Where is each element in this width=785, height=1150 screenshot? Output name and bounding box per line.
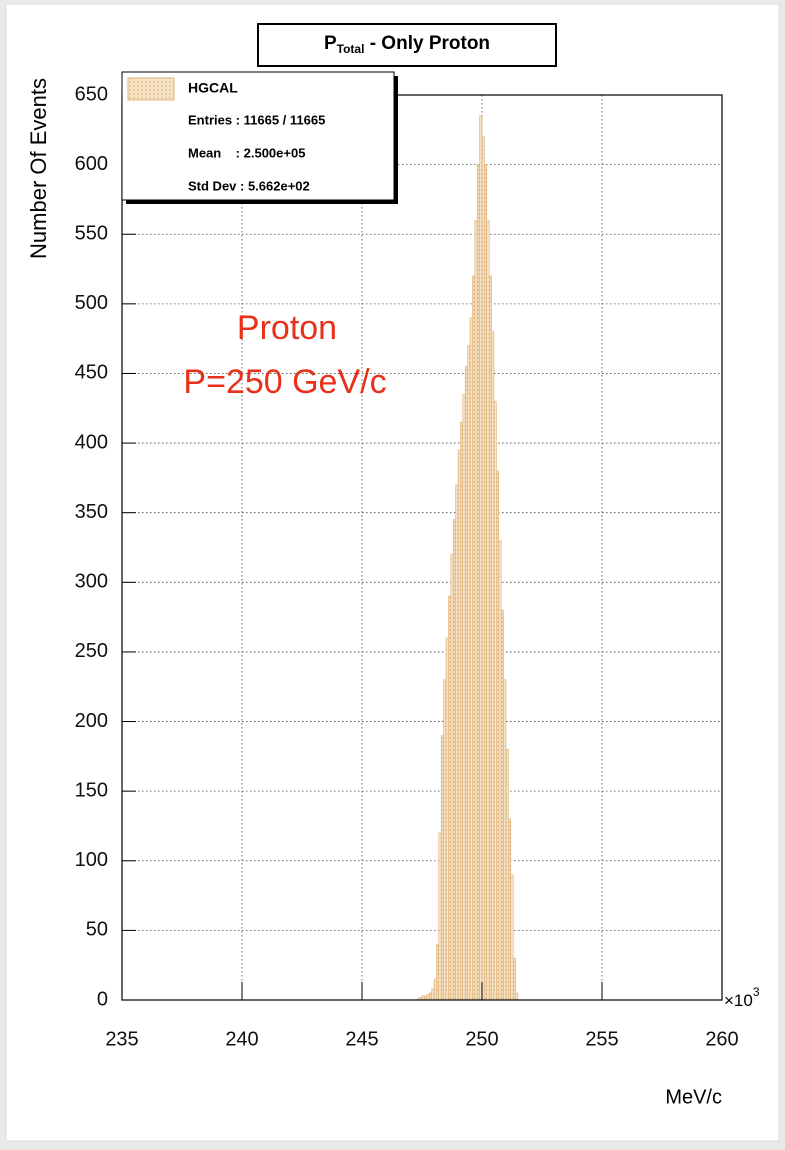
y-axis-label: Number Of Events [26,78,51,259]
axes: 0 50 100 150 200 250 300 350 400 450 500 550 600 650 2… [75,83,739,1050]
x-scale: ×103 [724,985,760,1010]
legend-stat: Std Dev : 5.662e+02 [188,178,310,193]
x-tick-label: 240 [225,1028,258,1050]
bar [491,331,495,1001]
title-rest: - Only Proton [364,33,490,54]
bar [481,136,485,1001]
bar [440,735,444,1001]
x-scale-exponent: 3 [753,985,760,999]
bar [448,595,452,1001]
y-tick-label: 100 [75,849,108,871]
bar [424,995,428,1001]
bar [428,992,432,1001]
chart-title: PTotal - Only Proton [324,33,490,56]
x-tick-label: 235 [105,1028,138,1050]
y-tick-label: 350 [75,501,108,523]
bar [472,275,476,1001]
bar [505,749,509,1001]
bar [469,317,473,1001]
bar [474,220,478,1001]
y-tick-label: 0 [97,988,108,1010]
bar [479,115,483,1001]
plot-frame [121,94,723,1001]
legend-label: HGCAL [188,80,238,96]
bar [498,540,502,1001]
bar [515,992,519,1001]
bar [508,818,512,1001]
x-tick-label: 245 [345,1028,378,1050]
bar [500,609,504,1001]
bar [445,637,449,1001]
bar [484,164,488,1001]
y-tick-label: 50 [86,919,108,941]
bar [431,988,435,1001]
bar [476,164,480,1001]
bar [503,679,507,1001]
bar [493,401,497,1001]
bar [464,366,468,1001]
y-tick-label: 150 [75,779,108,801]
bar [462,394,466,1001]
y-tick-label: 650 [75,83,108,105]
title-sub: Total [337,42,365,56]
legend-stat: Mean : 2.500e+05 [188,145,305,160]
legend-stat: Entries : 11665 / 11665 [188,112,325,127]
bar [426,994,430,1001]
title-main: P [324,33,337,54]
y-tick-label: 450 [75,362,108,384]
x-tick-label: 255 [585,1028,618,1050]
title-box [257,23,557,67]
bar [443,679,447,1001]
bar [450,554,454,1001]
bar [510,874,514,1001]
y-tick-label: 250 [75,640,108,662]
bar [488,275,492,1001]
legend-swatch [127,77,175,101]
y-tick-label: 300 [75,571,108,593]
annotation: P=250 GeV/c [183,363,386,401]
x-scale-base: ×10 [724,991,753,1010]
bar [460,421,464,1001]
bar [467,345,471,1001]
bar [433,978,437,1001]
bar [452,519,456,1001]
bar [436,944,440,1001]
bar [512,957,516,1001]
y-tick-label: 200 [75,710,108,732]
y-tick-label: 400 [75,431,108,453]
y-tick-label: 550 [75,223,108,245]
bar [438,832,442,1001]
annotation: Proton [237,309,337,347]
bar [486,220,490,1001]
bar [421,995,425,1001]
x-tick-label: 250 [465,1028,498,1050]
y-tick-label: 600 [75,153,108,175]
y-tick-label: 500 [75,292,108,314]
x-axis-label: MeV/c [665,1086,722,1108]
bar [496,470,500,1001]
bar [455,484,459,1001]
bar [457,449,461,1001]
x-tick-label: 260 [705,1028,738,1050]
